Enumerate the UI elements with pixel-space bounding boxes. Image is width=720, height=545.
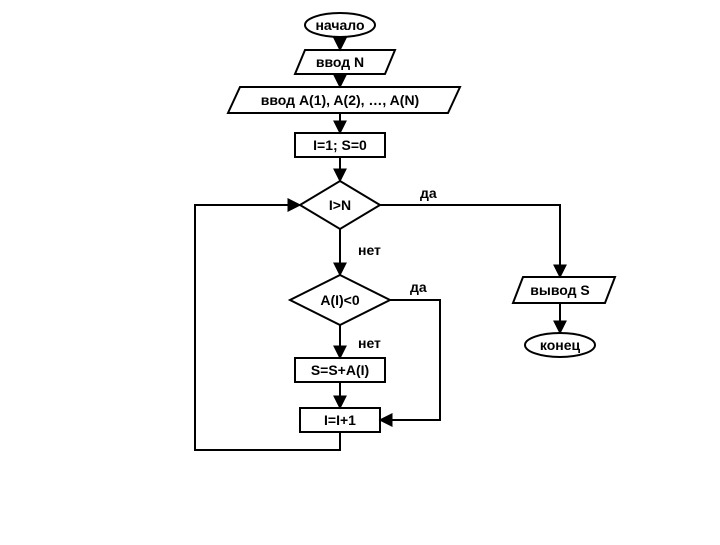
node-cond2: A(I)<0 (290, 275, 390, 325)
label-cond1: I>N (329, 197, 351, 213)
node-sum: S=S+A(I) (295, 358, 385, 382)
label-sum: S=S+A(I) (311, 362, 369, 378)
label-incr: I=I+1 (324, 412, 356, 428)
node-output-s: вывод S (513, 277, 615, 303)
edge-cond1-outputs (380, 205, 560, 277)
label-cond1-no: нет (358, 242, 381, 258)
label-input-n: ввод N (316, 54, 364, 70)
edge-cond2-incr (380, 300, 440, 420)
label-end: конец (540, 337, 581, 353)
label-start: начало (315, 17, 364, 33)
node-start: начало (305, 13, 375, 37)
node-incr: I=I+1 (300, 408, 380, 432)
label-input-a: ввод A(1), A(2), …, A(N) (261, 92, 419, 108)
node-init: I=1; S=0 (295, 133, 385, 157)
node-cond1: I>N (300, 181, 380, 229)
label-init: I=1; S=0 (313, 137, 367, 153)
label-cond2-yes: да (410, 279, 427, 295)
node-input-a: ввод A(1), A(2), …, A(N) (228, 87, 460, 113)
node-end: конец (525, 333, 595, 357)
label-cond2: A(I)<0 (320, 292, 360, 308)
label-cond2-no: нет (358, 335, 381, 351)
flowchart-canvas: начало ввод N ввод A(1), A(2), …, A(N) I… (0, 0, 720, 540)
label-cond1-yes: да (420, 185, 437, 201)
node-input-n: ввод N (295, 50, 395, 74)
label-output-s: вывод S (530, 282, 589, 298)
